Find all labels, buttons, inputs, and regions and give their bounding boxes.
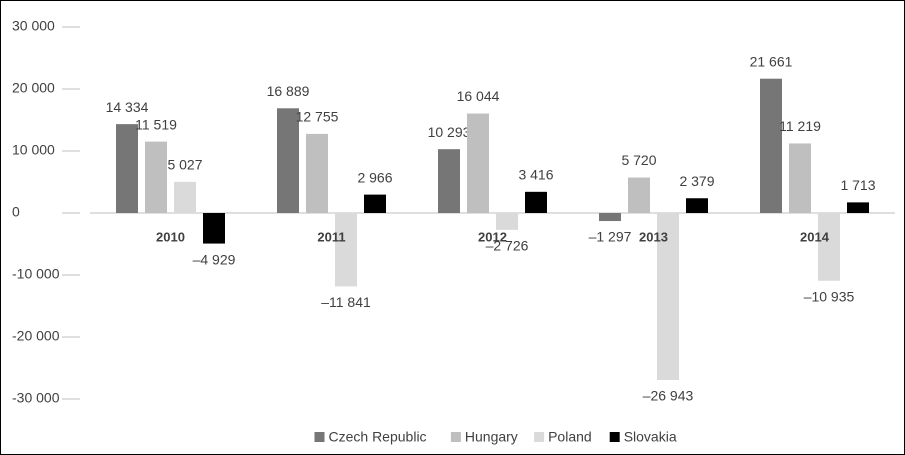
value-label: –1 297: [589, 229, 632, 245]
y-tick-label: -10 000: [12, 266, 60, 282]
bar: [628, 177, 650, 213]
y-tick-label: 30 000: [12, 18, 55, 34]
value-label: 5 027: [167, 157, 202, 173]
bar: [686, 198, 708, 213]
bar: [335, 213, 357, 287]
value-label: 1 713: [840, 177, 875, 193]
legend-label: Czech Republic: [329, 429, 427, 445]
bar: [599, 213, 621, 222]
value-label: 10 293: [428, 124, 471, 140]
value-label: –2 726: [486, 238, 529, 254]
x-tick-label: 2011: [317, 229, 345, 244]
x-tick-label: 2014: [800, 229, 830, 244]
bar: [203, 213, 225, 244]
value-label: –26 943: [643, 388, 694, 404]
legend-swatch: [450, 432, 461, 442]
value-label: 11 219: [779, 118, 821, 134]
bar: [306, 133, 328, 213]
bar: [467, 113, 489, 213]
y-tick-label: 10 000: [12, 142, 55, 158]
bar: [364, 194, 386, 213]
bar: [116, 124, 138, 213]
value-label: –10 935: [804, 289, 855, 305]
y-tick-label: 20 000: [12, 80, 55, 96]
x-tick-label: 2013: [639, 229, 668, 244]
value-label: 16 889: [267, 83, 310, 99]
bar: [438, 149, 460, 213]
y-tick-label: -20 000: [12, 328, 60, 344]
value-label: 3 416: [518, 167, 553, 183]
bar: [818, 213, 840, 281]
bar: [760, 78, 782, 213]
value-label: –11 841: [321, 294, 371, 310]
value-label: 2 966: [357, 169, 392, 185]
bar: [789, 143, 811, 213]
value-label: 11 519: [135, 116, 177, 132]
bar: [145, 141, 167, 213]
legend-swatch: [534, 432, 545, 442]
value-label: 2 379: [679, 173, 714, 189]
bar: [496, 213, 518, 230]
legend-swatch: [314, 432, 325, 442]
bar: [847, 202, 869, 213]
bar: [174, 181, 196, 213]
value-label: 16 044: [457, 88, 500, 104]
value-label: 21 661: [750, 53, 793, 69]
x-tick-label: 2012: [478, 229, 507, 244]
legend-label: Poland: [548, 429, 592, 445]
y-tick-label: 0: [12, 204, 20, 220]
bar: [657, 213, 679, 381]
legend-swatch: [609, 432, 620, 442]
bar: [277, 108, 299, 213]
legend-label: Slovakia: [624, 429, 677, 445]
x-tick-label: 2010: [156, 229, 185, 244]
value-label: 5 720: [621, 152, 656, 168]
value-label: –4 929: [193, 251, 236, 267]
bar: [525, 191, 547, 213]
value-label: 12 755: [296, 109, 339, 125]
y-tick-label: -30 000: [12, 390, 60, 406]
legend-label: Hungary: [465, 429, 518, 445]
value-label: 14 334: [106, 99, 149, 115]
